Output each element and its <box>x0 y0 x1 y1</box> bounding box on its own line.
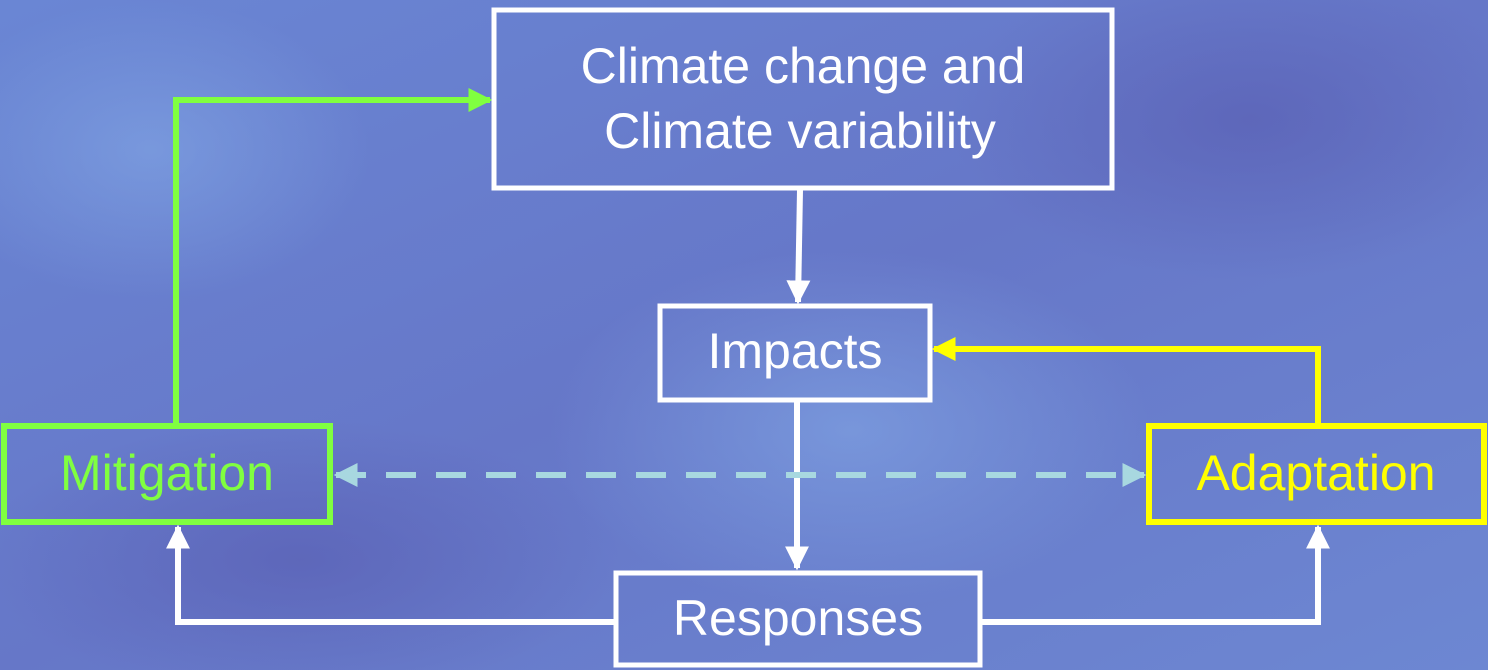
node-box <box>491 7 1115 191</box>
node-box <box>657 303 933 403</box>
node-label: Responses <box>673 590 923 646</box>
arrow <box>931 337 1321 424</box>
arrow <box>173 88 493 424</box>
node-box <box>1 423 333 525</box>
background-texture <box>0 0 370 300</box>
arrow <box>980 524 1330 625</box>
arrow <box>786 189 811 305</box>
node-label: Mitigation <box>60 445 274 501</box>
arrow <box>166 524 616 625</box>
node-box <box>613 570 983 668</box>
connectors <box>166 88 1330 625</box>
node-label: Impacts <box>707 323 882 379</box>
node-box <box>1146 423 1487 525</box>
node-label: Climate variability <box>604 103 996 159</box>
node-label: Climate change and <box>581 38 1026 94</box>
node-label: Adaptation <box>1196 445 1435 501</box>
background-texture <box>950 0 1488 280</box>
background-texture <box>550 250 1150 610</box>
